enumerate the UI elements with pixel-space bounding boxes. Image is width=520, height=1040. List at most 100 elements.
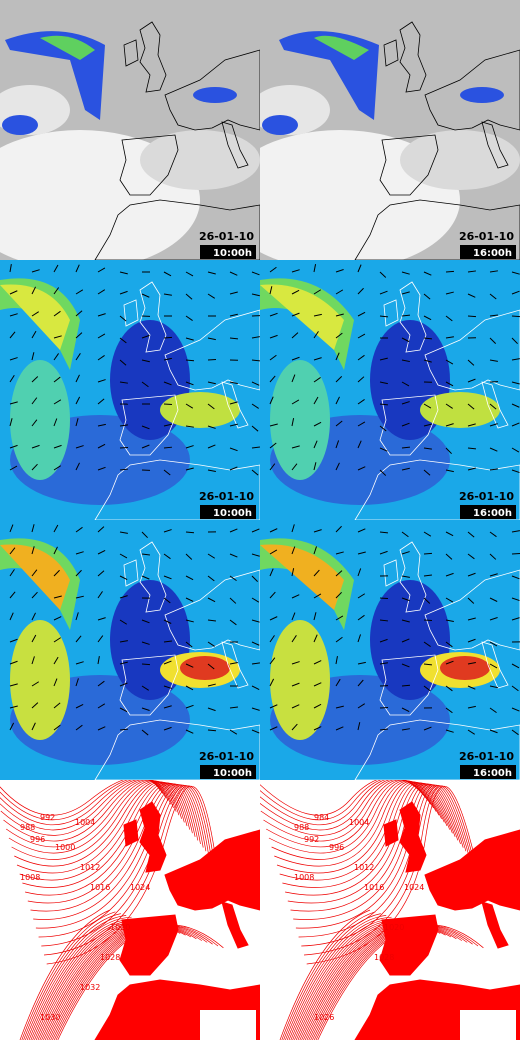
isobar-label: 1024 (130, 883, 150, 892)
wind-arrow (53, 637, 61, 643)
wind-arrow (163, 619, 172, 624)
wind-arrow (313, 357, 322, 361)
wind-arrow (357, 311, 366, 317)
wind-arrow (467, 378, 476, 383)
wind-arrow (229, 423, 238, 427)
wind-arrow (489, 531, 497, 538)
wind-arrow (141, 619, 150, 624)
wind-arrow (185, 641, 193, 648)
date-label: 26-01-10 (459, 750, 514, 763)
wind-arrow (489, 293, 497, 300)
wind-arrow (335, 289, 344, 295)
wind-arrow (251, 271, 260, 276)
wind-arrow (53, 444, 62, 449)
wind-arrow (185, 293, 193, 300)
wind-arrow (269, 423, 278, 427)
time-label: 10:00h (213, 768, 252, 779)
wind-arrow (379, 271, 387, 278)
wind-arrow (379, 447, 388, 452)
time-label: 16:00h (473, 248, 512, 259)
wind-arrow (75, 678, 79, 687)
wind-arrow (31, 546, 35, 555)
wind-arrow (97, 591, 103, 599)
wind-arrow (75, 445, 84, 449)
wind-arrow (163, 640, 173, 643)
wind-arrow (75, 569, 82, 577)
coastline (354, 459, 520, 520)
isobar (279, 782, 451, 881)
wind-arrow (119, 531, 128, 534)
wind-arrow (291, 445, 300, 449)
wind-arrow (185, 597, 194, 602)
wind-arrow (31, 722, 36, 731)
wind-arrow (185, 704, 194, 709)
isobar (281, 911, 376, 1040)
wind-arrow (335, 462, 340, 471)
wind-arrow (163, 423, 172, 427)
wind-arrow (401, 551, 410, 555)
wind-arrow (291, 418, 295, 427)
wind-arrow (119, 468, 129, 471)
wind-arrow (163, 403, 173, 406)
wind-arrow (401, 728, 410, 731)
wind-arrow (291, 661, 300, 665)
wind-arrow (75, 526, 83, 533)
isobar (285, 915, 387, 1040)
map-panel: 26-01-10 10:00h (0, 0, 260, 260)
wind-arrow (53, 399, 62, 405)
wind-arrow (9, 418, 13, 427)
wind-arrow (229, 553, 238, 558)
wind-arrow (53, 702, 61, 709)
time-label: 10:00h (213, 248, 252, 259)
wind-arrow (467, 467, 476, 471)
wind-arrow (163, 726, 172, 731)
wind-arrow (467, 661, 476, 665)
date-label: 26-01-10 (459, 490, 514, 503)
wind-arrow (445, 572, 454, 577)
wind-arrow (9, 401, 18, 405)
wind-arrow (489, 314, 499, 317)
wind-arrow (141, 293, 150, 298)
wind-arrow (207, 444, 216, 449)
wind-arrow (207, 425, 216, 429)
wind-arrow (119, 640, 128, 643)
wind-arrow (9, 638, 18, 643)
isobar (287, 783, 459, 904)
wind-arrow (313, 546, 317, 555)
wind-arrow (31, 376, 39, 383)
wind-arrow (53, 465, 61, 471)
wind-arrow (251, 381, 260, 386)
wind-arrow (445, 707, 453, 714)
isobar (260, 780, 423, 821)
wind-arrow (489, 359, 498, 362)
isobar (46, 785, 218, 965)
wind-arrow (445, 685, 453, 692)
wind-arrow (207, 381, 216, 385)
wind-arrow (489, 707, 497, 714)
wind-arrow (141, 444, 150, 449)
wind-arrow (269, 568, 274, 577)
rain (193, 87, 237, 103)
wind-arrow (335, 570, 343, 577)
wind-arrow (467, 359, 475, 366)
wind-arrow (251, 425, 259, 432)
wind-arrow (229, 597, 237, 604)
wind-arrow (75, 661, 84, 665)
wind-arrow (269, 354, 277, 361)
wind-arrow (251, 403, 259, 409)
wind-arrow (489, 641, 498, 647)
wind-arrow (511, 530, 520, 533)
wind-arrow (269, 396, 274, 405)
land (481, 901, 509, 949)
wind-arrow (229, 466, 238, 471)
wind-arrow (313, 289, 322, 295)
wind-arrow (423, 685, 431, 692)
wind-arrow (357, 440, 362, 449)
wind-arrow (185, 663, 194, 668)
wind-arrow (229, 729, 238, 735)
isobar-label: 1008 (294, 873, 314, 882)
isobar (290, 783, 461, 912)
wind-arrow (335, 705, 344, 709)
wind-arrow (335, 636, 343, 643)
wind-arrow (291, 704, 300, 709)
